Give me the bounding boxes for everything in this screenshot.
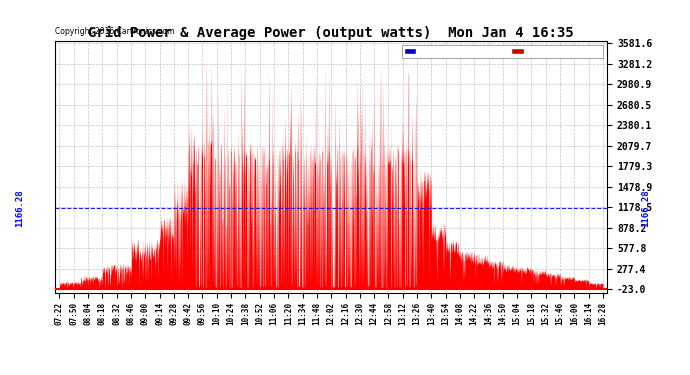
Text: Copyright 2016 Cartronics.com: Copyright 2016 Cartronics.com (55, 27, 175, 36)
Text: 1166.28: 1166.28 (641, 189, 651, 227)
Title: Grid Power & Average Power (output watts)  Mon Jan 4 16:35: Grid Power & Average Power (output watts… (88, 26, 574, 40)
Legend: Average (AC Watts), Grid (AC Watts): Average (AC Watts), Grid (AC Watts) (402, 45, 603, 58)
Text: 1166.28: 1166.28 (14, 189, 24, 227)
